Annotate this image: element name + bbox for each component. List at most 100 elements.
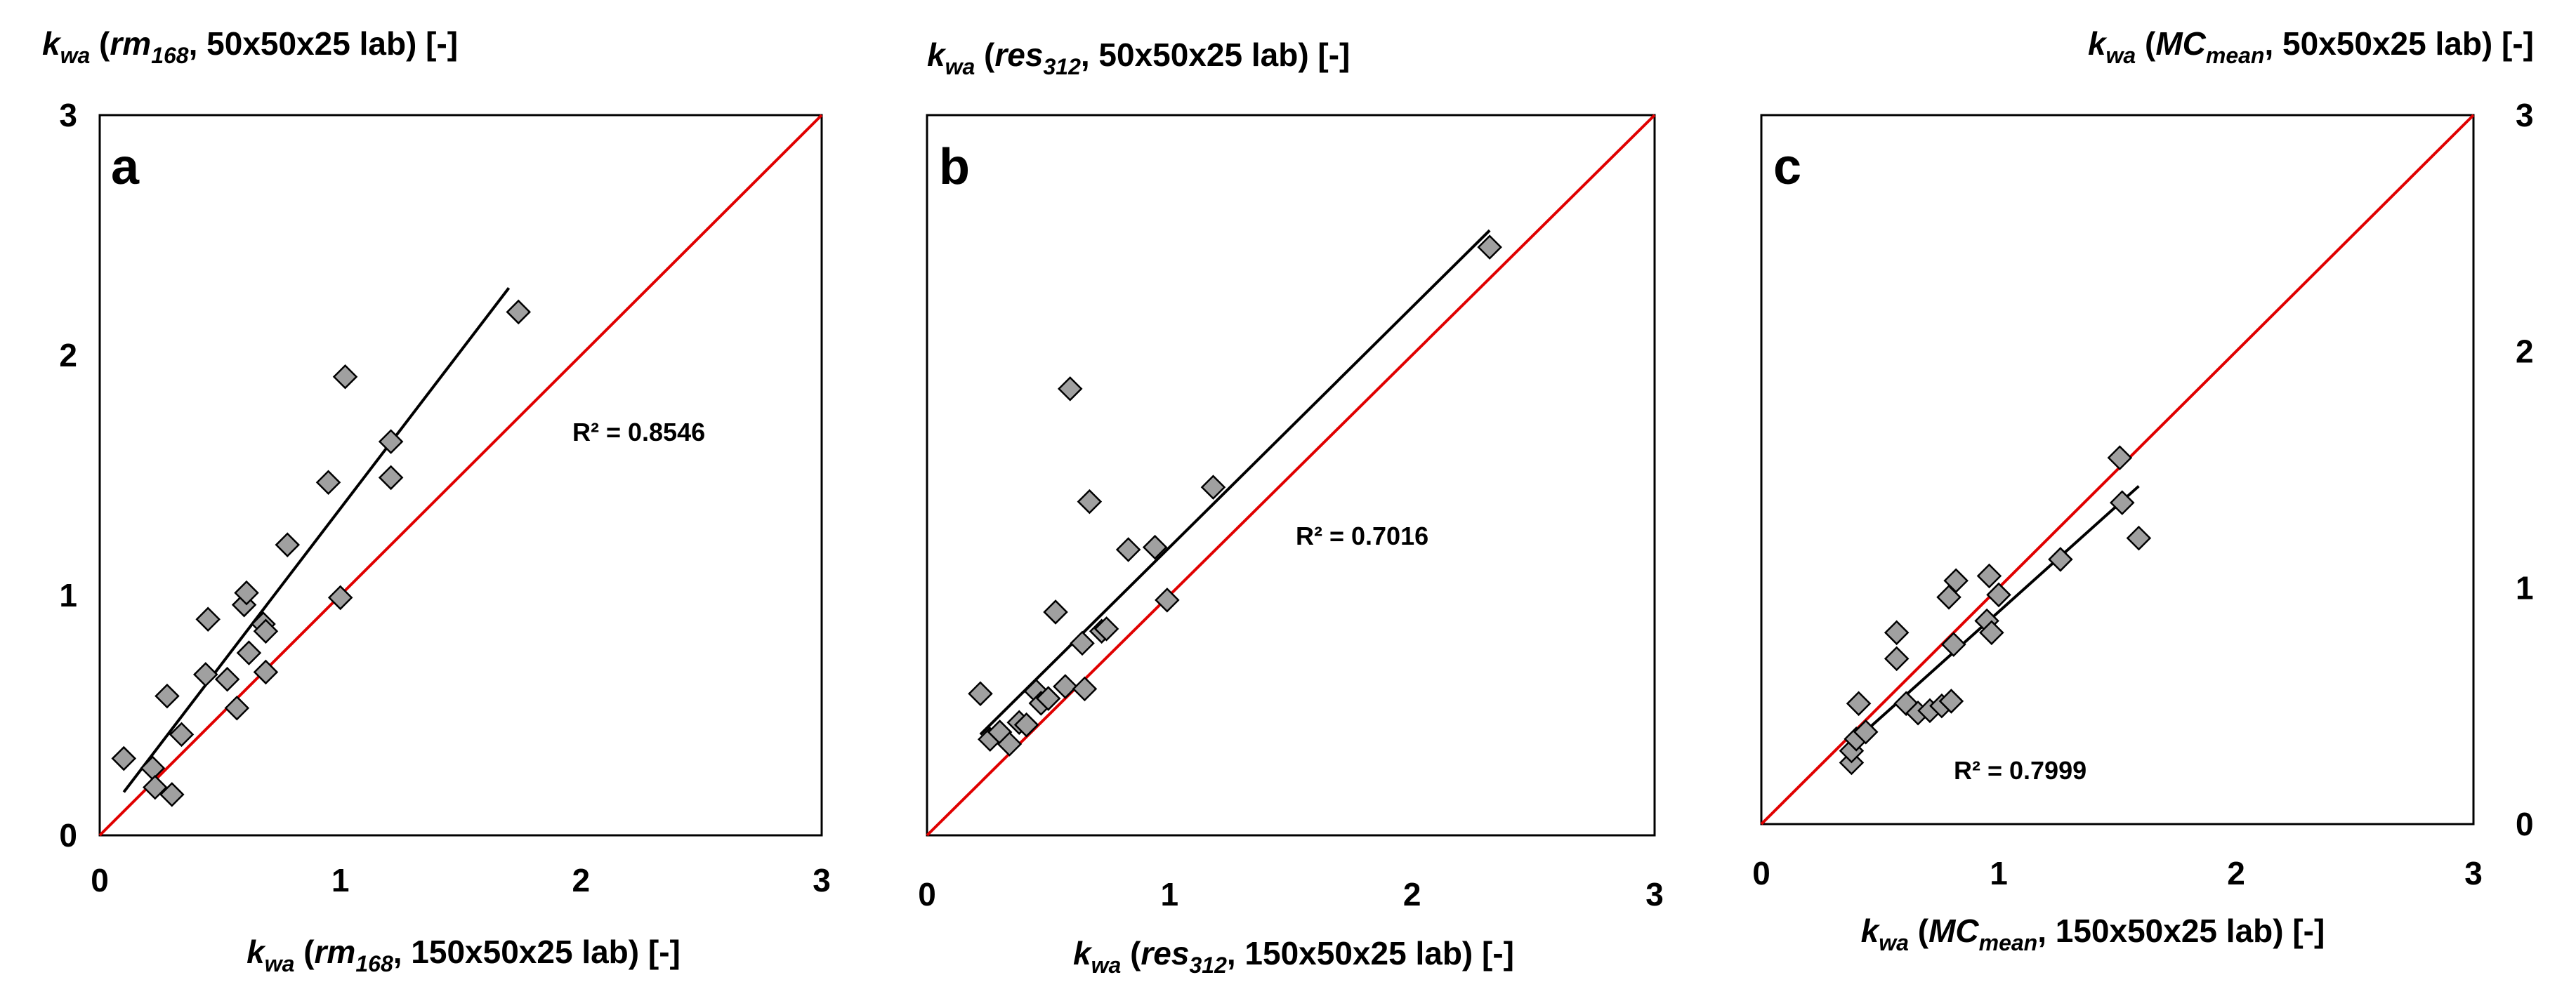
panel-letter: b (939, 139, 970, 195)
x-axis-title: kwa (res312, 150x50x25 lab) [-] (1073, 935, 1514, 978)
data-point (2126, 525, 2152, 551)
data-point (1093, 616, 1119, 642)
x-axis-title-rest: , 150x50x25 lab) [-] (1227, 935, 1514, 971)
data-point (1853, 719, 1879, 745)
data-point (1077, 489, 1103, 515)
data-point (1884, 646, 1910, 672)
data-point (378, 429, 404, 454)
y-axis-title: kwa (rm168, 50x50x25 lab) [-] (42, 25, 458, 68)
data-point (2107, 445, 2133, 470)
data-point (1057, 376, 1083, 402)
data-point (997, 731, 1023, 757)
y-axis-title-sub: wa (945, 54, 975, 79)
data-point (195, 606, 221, 632)
x-tick-label: 1 (331, 862, 350, 898)
r-squared-label: R² = 0.7999 (1954, 756, 2087, 785)
x-axis-title-var: rm (315, 934, 356, 970)
reference-line (926, 114, 1656, 837)
x-tick-label: 3 (813, 862, 831, 898)
x-tick-label: 0 (91, 862, 109, 898)
data-point (236, 640, 262, 665)
x-axis-title-sub: wa (1091, 953, 1122, 978)
data-point (1943, 568, 1969, 594)
data-point (1072, 676, 1098, 702)
x-tick-label: 3 (1645, 876, 1664, 913)
data-point (1477, 234, 1502, 260)
data-point (378, 465, 404, 491)
data-point (327, 585, 353, 611)
data-point (1986, 582, 2011, 608)
x-tick-label: 0 (918, 876, 936, 913)
data-point (169, 722, 195, 748)
x-axis-title-open: ( (1909, 913, 1929, 949)
y-axis-title-varsub: 168 (151, 43, 189, 68)
x-tick-label: 3 (2464, 855, 2483, 891)
x-axis-title: kwa (rm168, 150x50x25 lab) [-] (247, 934, 681, 976)
plot-frame (1760, 114, 2475, 825)
data-point (1846, 691, 1872, 717)
data-point (155, 683, 180, 709)
data-point (214, 666, 240, 692)
y-axis-title-var: res (994, 37, 1043, 73)
y-tick-label: 0 (2516, 806, 2534, 842)
x-axis-title-prefix: k (1861, 913, 1881, 949)
y-axis-title-prefix: k (2088, 25, 2108, 62)
y-axis-title-rest: , 50x50x25 lab) [-] (1081, 37, 1351, 73)
data-point (1155, 588, 1180, 613)
x-axis-title-rest: , 150x50x25 lab) [-] (2037, 913, 2325, 949)
x-axis-title-varsub: 312 (1189, 953, 1227, 978)
x-axis-title-sub: wa (265, 951, 295, 976)
data-point (1013, 712, 1039, 738)
y-tick-label: 3 (2516, 97, 2534, 133)
y-axis-title-sub: wa (60, 43, 91, 68)
y-axis-title-rest: , 50x50x25 lab) [-] (2264, 25, 2534, 62)
data-point (1035, 686, 1061, 711)
data-point (111, 745, 137, 771)
data-point (506, 299, 532, 325)
data-point (1200, 475, 1226, 500)
data-point (159, 782, 185, 807)
x-axis-title-var: MC (1928, 913, 1979, 949)
reference-line (98, 114, 823, 837)
data-point (1115, 537, 1141, 562)
data-point (1884, 620, 1910, 646)
data-point (234, 580, 259, 606)
y-tick-label: 1 (59, 577, 77, 614)
x-tick-label: 1 (1161, 876, 1179, 913)
x-axis-title-prefix: k (247, 934, 266, 970)
data-point (968, 681, 993, 706)
data-point (275, 532, 301, 557)
data-point (1142, 534, 1168, 560)
plot-frame (98, 114, 823, 837)
y-axis-title-open: ( (2136, 25, 2156, 62)
data-point (143, 774, 168, 800)
data-point (1976, 563, 2002, 589)
y-axis-title-var: MC (2155, 25, 2206, 62)
r-squared-label: R² = 0.8546 (572, 418, 705, 446)
data-point (1043, 599, 1068, 625)
data-point (2048, 547, 2073, 572)
data-point (224, 695, 250, 721)
panel-letter: c (1773, 139, 1801, 195)
y-tick-label: 2 (2516, 333, 2534, 370)
y-tick-label: 3 (59, 97, 77, 133)
reference-line (1760, 114, 2475, 825)
y-axis-title-prefix: k (42, 25, 62, 62)
y-axis-title-varsub: mean (2206, 43, 2265, 68)
data-point (1979, 620, 2004, 646)
data-point (1053, 674, 1078, 699)
x-axis-title-var: res (1141, 935, 1189, 971)
panel-letter: a (111, 139, 140, 195)
x-axis-title-varsub: 168 (355, 951, 393, 976)
x-tick-label: 2 (2227, 855, 2245, 891)
data-point (1070, 630, 1095, 656)
data-point (332, 364, 358, 390)
y-axis-title: kwa (MCmean, 50x50x25 lab) [-] (2088, 25, 2534, 68)
x-tick-label: 0 (1752, 855, 1770, 891)
x-tick-label: 1 (1990, 855, 2008, 891)
data-point (1941, 632, 1966, 657)
y-axis-title-varsub: 312 (1043, 54, 1081, 79)
